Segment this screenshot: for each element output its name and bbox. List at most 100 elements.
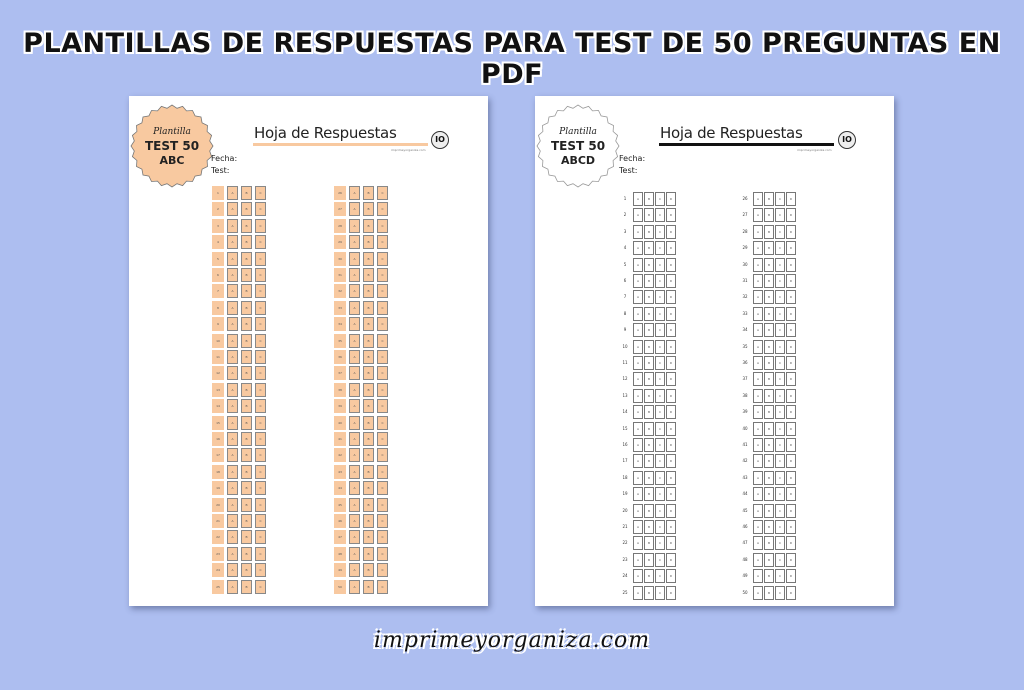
answer-option-box[interactable]: C [655,421,665,436]
answer-option-box[interactable]: A [227,432,238,446]
answer-option-box[interactable]: A [753,372,763,387]
answer-option-box[interactable]: A [349,284,360,299]
answer-option-box[interactable]: C [255,563,266,578]
answer-option-box[interactable]: B [764,569,774,584]
answer-option-box[interactable]: D [786,208,796,223]
answer-option-box[interactable]: C [775,421,785,436]
answer-option-box[interactable]: B [363,399,374,414]
answer-option-box[interactable]: C [377,382,388,397]
answer-option-box[interactable]: C [255,415,266,430]
answer-option-box[interactable]: C [655,536,665,551]
answer-option-box[interactable]: B [644,520,654,534]
answer-option-box[interactable]: B [644,536,654,551]
answer-option-box[interactable]: C [377,579,388,594]
answer-option-box[interactable]: B [363,497,374,512]
answer-option-box[interactable]: B [764,536,774,551]
answer-option-box[interactable]: C [255,546,266,561]
answer-option-box[interactable]: C [775,224,785,239]
answer-option-box[interactable]: B [241,202,252,217]
answer-option-box[interactable]: C [775,503,785,518]
answer-option-box[interactable]: B [764,323,774,338]
answer-option-box[interactable]: C [255,497,266,512]
answer-option-box[interactable]: C [255,350,266,364]
answer-option-box[interactable]: D [666,323,676,338]
answer-option-box[interactable]: C [377,481,388,496]
answer-option-box[interactable]: C [255,448,266,463]
answer-option-box[interactable]: B [363,186,374,200]
answer-option-box[interactable]: A [227,300,238,315]
answer-option-box[interactable]: A [227,350,238,364]
answer-option-box[interactable]: B [363,481,374,496]
answer-option-box[interactable]: A [753,388,763,403]
answer-option-box[interactable]: A [227,186,238,200]
answer-option-box[interactable]: A [349,530,360,545]
answer-option-box[interactable]: C [377,415,388,430]
answer-option-box[interactable]: B [644,438,654,452]
answer-option-box[interactable]: C [255,202,266,217]
answer-option-box[interactable]: C [775,356,785,370]
answer-option-box[interactable]: A [349,333,360,348]
answer-option-box[interactable]: B [764,339,774,354]
answer-option-box[interactable]: A [349,268,360,282]
answer-option-box[interactable]: B [764,274,774,288]
answer-option-box[interactable]: D [786,224,796,239]
answer-option-box[interactable]: C [655,585,665,600]
answer-option-box[interactable]: A [227,399,238,414]
answer-option-box[interactable]: C [655,192,665,206]
answer-option-box[interactable]: C [255,235,266,250]
answer-option-box[interactable]: C [775,388,785,403]
answer-option-box[interactable]: D [786,569,796,584]
answer-option-box[interactable]: A [349,546,360,561]
answer-option-box[interactable]: B [241,514,252,528]
answer-option-box[interactable]: C [775,569,785,584]
answer-option-box[interactable]: B [241,366,252,381]
answer-option-box[interactable]: D [786,274,796,288]
answer-option-box[interactable]: D [786,290,796,305]
answer-option-box[interactable]: C [775,552,785,567]
answer-option-box[interactable]: A [349,251,360,266]
answer-option-box[interactable]: D [666,520,676,534]
answer-option-box[interactable]: A [633,224,643,239]
answer-option-box[interactable]: B [764,290,774,305]
answer-option-box[interactable]: D [786,585,796,600]
answer-option-box[interactable]: C [655,208,665,223]
answer-option-box[interactable]: B [241,350,252,364]
answer-option-box[interactable]: B [644,503,654,518]
answer-option-box[interactable]: A [633,208,643,223]
answer-option-box[interactable]: B [764,421,774,436]
answer-option-box[interactable]: D [666,585,676,600]
answer-option-box[interactable]: B [764,388,774,403]
answer-option-box[interactable]: B [644,569,654,584]
answer-option-box[interactable]: B [363,317,374,332]
answer-option-box[interactable]: C [377,432,388,446]
answer-option-box[interactable]: B [241,284,252,299]
answer-option-box[interactable]: C [255,481,266,496]
answer-option-box[interactable]: B [363,563,374,578]
answer-option-box[interactable]: A [227,415,238,430]
answer-option-box[interactable]: D [786,339,796,354]
answer-option-box[interactable]: D [786,388,796,403]
answer-option-box[interactable]: B [764,208,774,223]
answer-option-box[interactable]: C [377,366,388,381]
answer-option-box[interactable]: C [255,186,266,200]
answer-option-box[interactable]: D [666,192,676,206]
answer-option-box[interactable]: D [786,356,796,370]
answer-option-box[interactable]: A [633,290,643,305]
answer-option-box[interactable]: C [775,192,785,206]
answer-option-box[interactable]: A [753,224,763,239]
answer-option-box[interactable]: C [377,350,388,364]
answer-option-box[interactable]: A [753,487,763,502]
answer-option-box[interactable]: D [666,438,676,452]
answer-option-box[interactable]: A [227,382,238,397]
answer-option-box[interactable]: B [363,366,374,381]
answer-option-box[interactable]: B [363,235,374,250]
answer-option-box[interactable]: B [764,585,774,600]
answer-option-box[interactable]: A [633,503,643,518]
answer-option-box[interactable]: C [775,536,785,551]
answer-option-box[interactable]: D [666,470,676,485]
answer-option-box[interactable]: C [775,241,785,256]
answer-option-box[interactable]: B [644,388,654,403]
answer-option-box[interactable]: B [764,241,774,256]
answer-option-box[interactable]: C [377,464,388,479]
answer-option-box[interactable]: B [764,306,774,321]
